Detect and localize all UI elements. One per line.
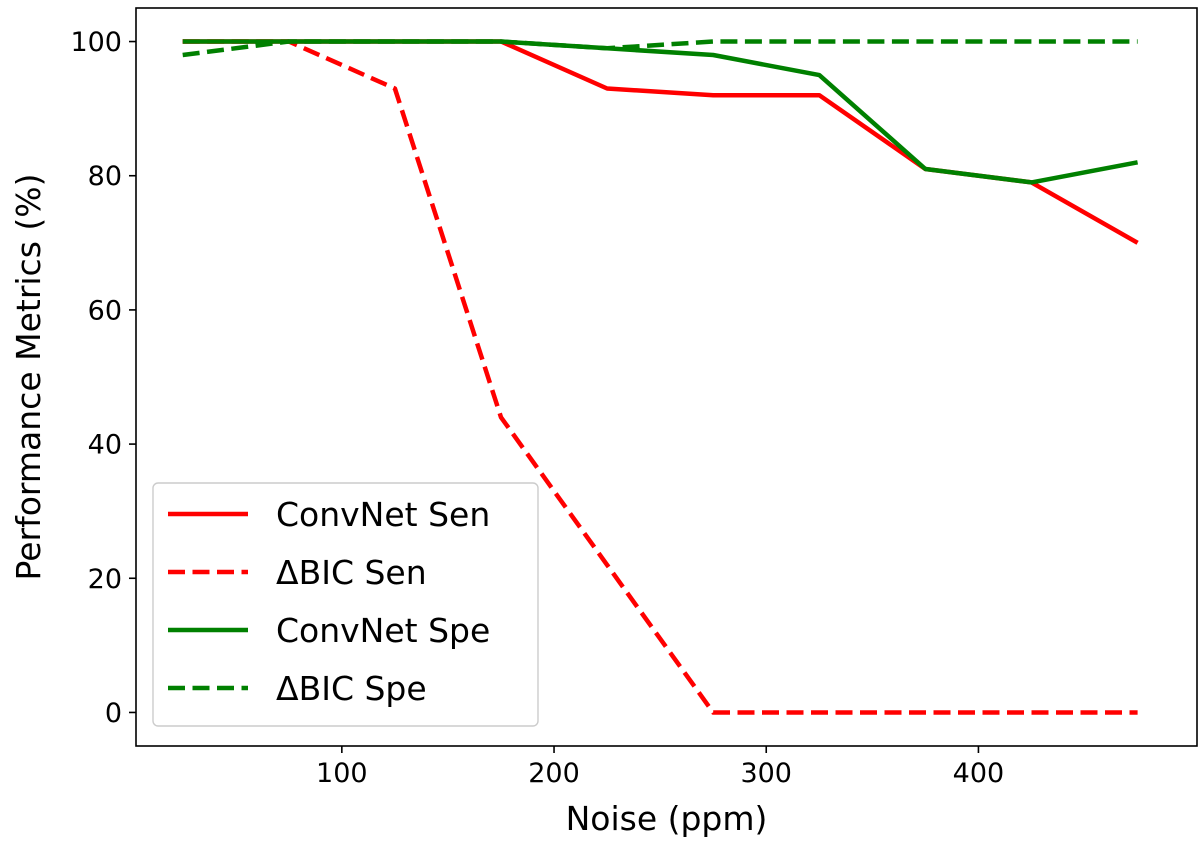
axis-ticks: 100 200 300 400 0 20 40 60 80 100 [70, 27, 1004, 789]
series-line-1 [182, 39, 1139, 245]
x-tick-label: 300 [740, 758, 792, 789]
y-tick-label: 0 [105, 698, 122, 729]
x-axis-label: Noise (ppm) [566, 799, 768, 838]
legend-box [152, 482, 539, 727]
series-line-4 [182, 39, 1138, 58]
x-tick-label: 200 [528, 758, 580, 789]
y-axis-label: Performance Metrics (%) [9, 174, 48, 581]
y-tick-label: 80 [88, 161, 122, 192]
x-tick-label: 100 [316, 758, 368, 789]
y-tick-label: 40 [88, 430, 122, 461]
legend-label-2: ΔBIC Sen [276, 553, 427, 592]
x-tick-label: 400 [953, 758, 1005, 789]
y-tick-label: 100 [70, 27, 122, 58]
legend-label-1: ConvNet Sen [276, 495, 490, 534]
series-lines [182, 39, 1139, 715]
y-tick-label: 20 [88, 564, 122, 595]
legend: ConvNet Sen ΔBIC Sen ConvNet Spe ΔBIC Spe [152, 482, 539, 727]
legend-label-4: ΔBIC Spe [276, 669, 427, 708]
legend-label-3: ConvNet Spe [276, 611, 490, 650]
series-line-2 [182, 39, 1138, 715]
plot-frame [135, 7, 1198, 747]
series-line-3 [182, 39, 1139, 185]
y-tick-label: 60 [88, 295, 122, 326]
